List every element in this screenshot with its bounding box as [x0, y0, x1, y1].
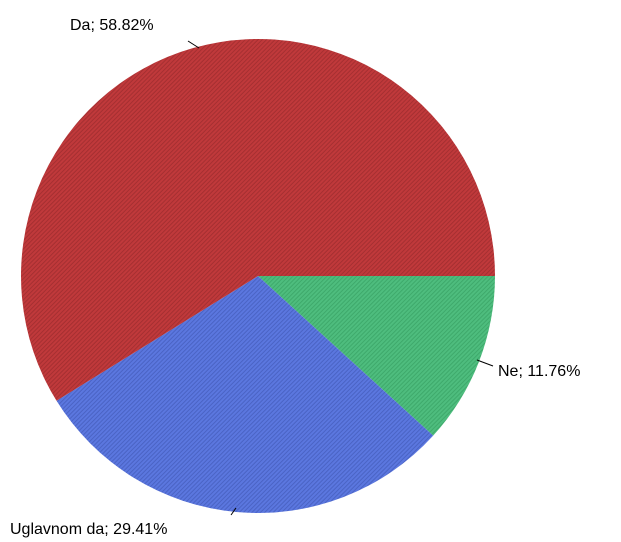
- slice-labels: Da; 58.82% Uglavnom da; 29.41% Ne; 11.76%: [10, 17, 580, 538]
- leader-line-uglavnom-da: [230, 507, 237, 516]
- pie-slice-da: [20, 38, 495, 401]
- pie-slice-ne: [258, 276, 495, 436]
- slice-label-ne: Ne; 11.76%: [498, 363, 580, 380]
- leader-line-ne: [476, 359, 494, 367]
- pie-slices: [20, 38, 495, 513]
- leader-lines: [187, 40, 494, 516]
- slice-label-da: Da; 58.82%: [70, 17, 154, 34]
- slice-label-uglavnom-da: Uglavnom da; 29.41%: [10, 521, 167, 538]
- pie-slice-uglavnom-da: [56, 276, 434, 513]
- leader-line-da: [187, 40, 200, 49]
